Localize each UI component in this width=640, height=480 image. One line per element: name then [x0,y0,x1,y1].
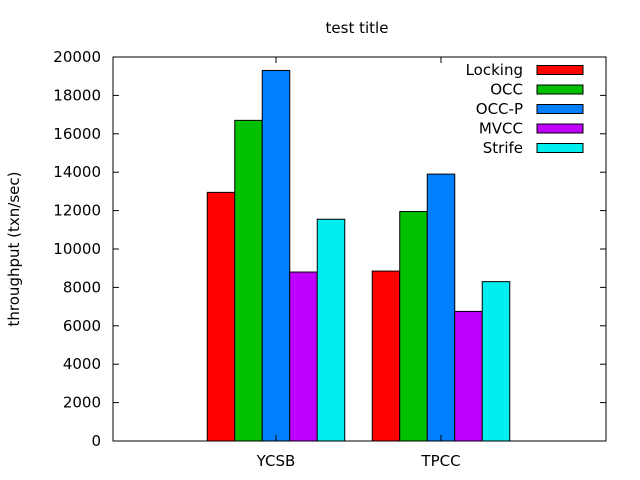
chart-title: test title [326,19,389,37]
y-tick-label: 14000 [53,163,101,181]
plot-frame [112,56,607,442]
legend-label-occ-p: OCC-P [476,100,523,118]
bar-mvcc-tpcc [454,310,483,442]
legend-label-mvcc: MVCC [479,120,523,138]
x-tick-label: YCSB [256,452,296,470]
y-tick-label: 12000 [53,202,101,220]
legend-swatch-mvcc [536,123,584,134]
bar-mvcc-ycsb [289,271,318,442]
legend-swatch-locking [536,65,584,75]
axis-ticks: 0 2000 4000 6000 8000 10000 12000 14000 16000 180… [53,48,606,470]
bar-locking-tpcc [371,270,401,442]
y-tick-label: 0 [91,432,101,450]
y-tick-label: 16000 [53,125,101,143]
legend-label-locking: Locking [466,61,523,79]
bar-occ-tpcc [399,211,428,442]
bar-locking-ycsb [206,191,236,442]
legend-swatch-occ [536,84,584,95]
bar-occ-p-tpcc [426,173,456,442]
y-tick-label: 4000 [63,355,101,373]
bar-occ-p-ycsb [261,69,291,442]
y-axis-label: throughput (txn/sec) [5,172,23,327]
y-tick-label: 18000 [53,86,101,104]
x-tick-label: TPCC [420,452,460,470]
y-tick-label: 20000 [53,48,101,66]
legend-label-strife: Strife [483,139,523,157]
legend-label-occ: OCC [490,81,523,99]
y-tick-label: 10000 [53,240,101,258]
bars-layer [206,69,511,442]
y-tick-label: 2000 [63,394,101,412]
bar-strife-tpcc [481,281,511,442]
legend-swatch-occ-p [536,104,584,114]
legend-swatch-strife [536,143,584,153]
bar-occ-ycsb [234,119,263,442]
y-tick-label: 8000 [63,278,101,296]
bar-strife-ycsb [316,218,346,442]
y-tick-label: 6000 [63,317,101,335]
